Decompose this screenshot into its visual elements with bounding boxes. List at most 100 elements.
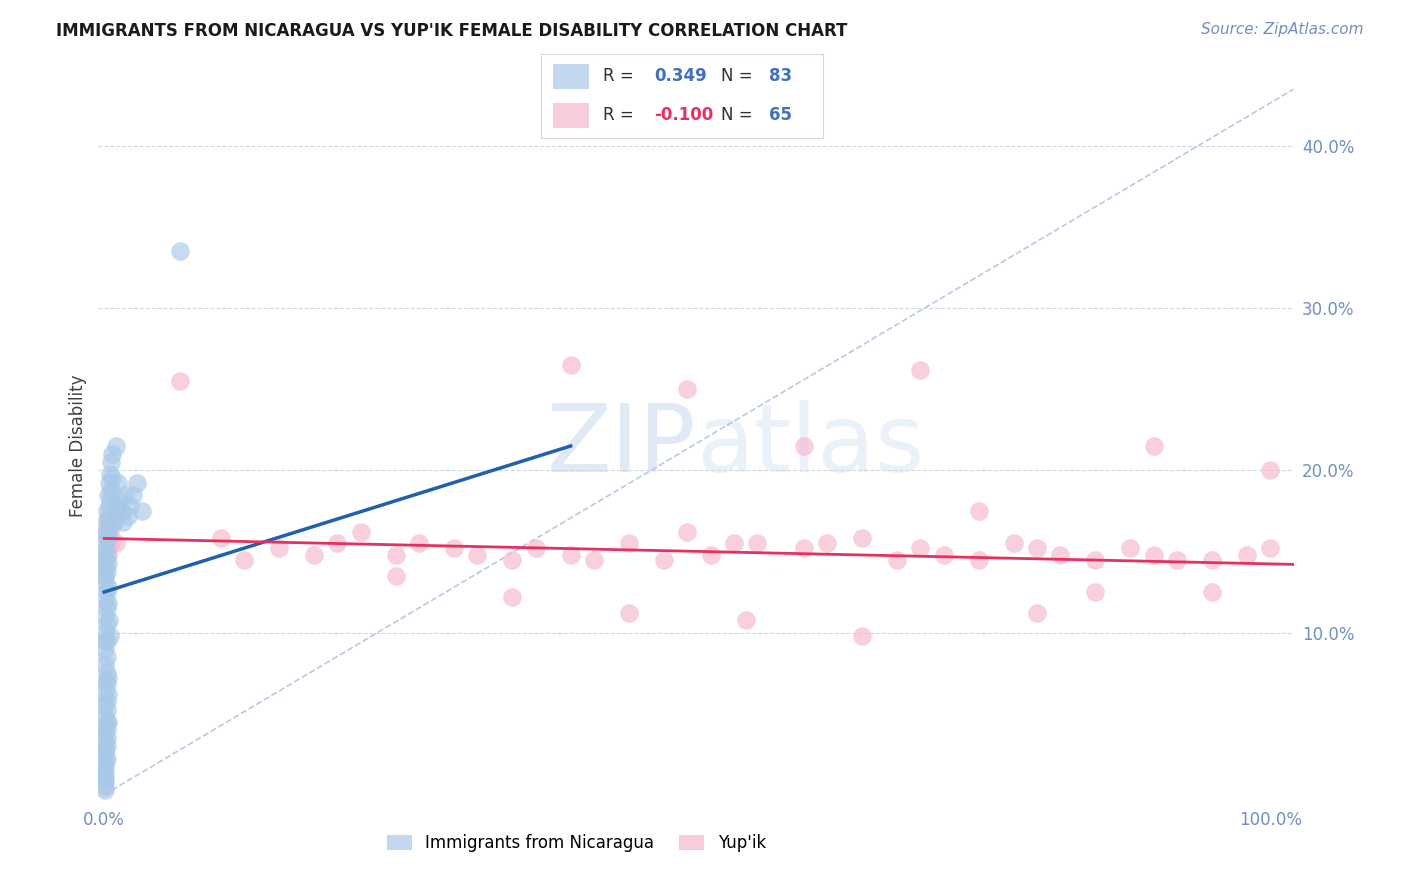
Point xyxy=(443,541,465,556)
Y-axis label: Female Disability: Female Disability xyxy=(69,375,87,517)
Point xyxy=(94,560,117,574)
Point xyxy=(97,548,120,562)
Point xyxy=(100,536,122,550)
Point xyxy=(501,590,523,604)
Point xyxy=(94,641,117,656)
Point xyxy=(1201,552,1223,566)
Point xyxy=(97,499,120,513)
Point xyxy=(94,625,117,640)
Point xyxy=(1119,541,1142,556)
Point xyxy=(676,382,699,396)
Point xyxy=(910,363,932,377)
Point xyxy=(122,488,145,502)
Point xyxy=(94,752,117,766)
Point xyxy=(97,532,120,546)
Point xyxy=(94,772,117,786)
Point xyxy=(100,455,122,469)
Point xyxy=(350,524,373,539)
Point xyxy=(94,633,117,648)
Point xyxy=(723,536,745,550)
Point xyxy=(94,698,117,713)
Point xyxy=(1166,552,1188,566)
Point xyxy=(734,613,756,627)
Point xyxy=(1201,585,1223,599)
Point xyxy=(98,629,121,643)
Text: ZIP: ZIP xyxy=(547,400,696,492)
Point xyxy=(101,471,124,485)
Point xyxy=(967,504,990,518)
Point xyxy=(560,358,582,372)
Point xyxy=(96,677,118,691)
Point xyxy=(96,504,118,518)
Point xyxy=(118,499,141,513)
Point xyxy=(94,544,117,558)
Point xyxy=(467,548,489,562)
Point xyxy=(96,666,118,681)
Point xyxy=(94,520,117,534)
Point xyxy=(97,613,120,627)
Point xyxy=(169,244,191,259)
Point xyxy=(97,524,120,538)
Point xyxy=(94,774,117,789)
Point xyxy=(94,764,117,778)
Point xyxy=(101,447,124,461)
Point xyxy=(97,488,120,502)
Point xyxy=(114,488,136,502)
Point xyxy=(94,657,117,672)
Point xyxy=(94,768,117,782)
Point xyxy=(793,439,815,453)
Point xyxy=(103,515,125,529)
Point xyxy=(96,617,118,632)
Point xyxy=(104,536,127,550)
Point xyxy=(501,552,523,566)
Point xyxy=(699,548,721,562)
Point xyxy=(1026,606,1049,620)
Point xyxy=(326,536,349,550)
Text: atlas: atlas xyxy=(696,400,924,492)
Point xyxy=(1084,585,1107,599)
Point xyxy=(209,532,232,546)
Point xyxy=(851,532,873,546)
Point xyxy=(96,633,118,648)
Point xyxy=(96,703,118,717)
Point xyxy=(96,723,118,737)
Point xyxy=(97,512,120,526)
Text: Source: ZipAtlas.com: Source: ZipAtlas.com xyxy=(1201,22,1364,37)
Point xyxy=(131,504,153,518)
Point xyxy=(94,726,117,740)
Text: 83: 83 xyxy=(769,68,792,86)
Point xyxy=(269,541,291,556)
Point xyxy=(94,736,117,750)
Point xyxy=(104,508,127,523)
Point xyxy=(94,747,117,761)
Point xyxy=(1002,536,1025,550)
Point xyxy=(111,504,134,518)
Text: R =: R = xyxy=(603,68,634,86)
Point xyxy=(94,674,117,689)
Point xyxy=(94,536,117,550)
Point xyxy=(96,512,118,526)
Point xyxy=(96,714,118,729)
Point xyxy=(104,439,127,453)
Point xyxy=(96,739,118,753)
Point xyxy=(94,685,117,699)
Point xyxy=(94,609,117,624)
Point xyxy=(1049,548,1071,562)
Point xyxy=(384,548,406,562)
Point xyxy=(815,536,838,550)
Point xyxy=(100,483,122,497)
Legend: Immigrants from Nicaragua, Yup'ik: Immigrants from Nicaragua, Yup'ik xyxy=(381,828,772,859)
Point xyxy=(524,541,547,556)
Point xyxy=(94,710,117,724)
Text: IMMIGRANTS FROM NICARAGUA VS YUP'IK FEMALE DISABILITY CORRELATION CHART: IMMIGRANTS FROM NICARAGUA VS YUP'IK FEMA… xyxy=(56,22,848,40)
Point xyxy=(94,577,117,591)
Point xyxy=(97,520,120,534)
Point xyxy=(652,552,675,566)
Point xyxy=(96,601,118,615)
Point xyxy=(96,548,118,562)
Point xyxy=(384,568,406,582)
Point xyxy=(94,568,117,582)
Point xyxy=(98,492,121,507)
Point xyxy=(94,552,117,566)
Point xyxy=(96,649,118,664)
